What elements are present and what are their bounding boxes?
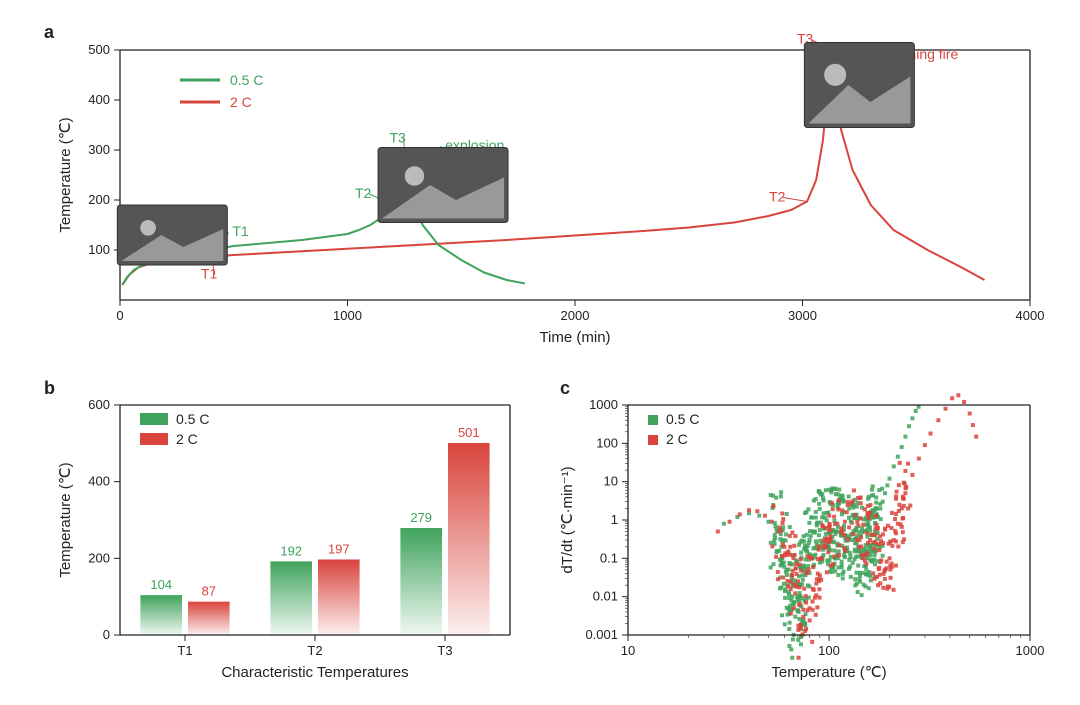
svg-text:Temperature (℃): Temperature (℃) <box>57 462 74 577</box>
svg-text:Characteristic Temperatures: Characteristic Temperatures <box>221 664 408 681</box>
photo-cells_left <box>117 205 227 265</box>
photo-explosion_photo <box>378 148 508 223</box>
svg-text:10: 10 <box>604 474 618 489</box>
svg-text:0.1: 0.1 <box>600 550 618 565</box>
svg-text:2 C: 2 C <box>230 94 252 110</box>
svg-text:1: 1 <box>611 512 618 527</box>
svg-text:T2: T2 <box>355 185 372 201</box>
svg-text:104: 104 <box>150 577 172 592</box>
svg-text:400: 400 <box>88 474 110 489</box>
svg-text:2 C: 2 C <box>666 431 688 447</box>
svg-text:dT/dt (℃·min⁻¹): dT/dt (℃·min⁻¹) <box>559 466 576 573</box>
svg-text:300: 300 <box>88 142 110 157</box>
panel-a-chart: 0 1000 2000 3000 4000 100 200 300 400 500 Time (mi… <box>50 30 1050 360</box>
svg-text:Temperature (℃): Temperature (℃) <box>57 117 74 232</box>
photo-fire_photo <box>804 43 914 128</box>
svg-text:1000: 1000 <box>589 397 618 412</box>
svg-text:T3: T3 <box>437 643 452 658</box>
svg-text:3000: 3000 <box>788 308 817 323</box>
svg-text:87: 87 <box>202 584 216 599</box>
svg-text:100: 100 <box>818 643 840 658</box>
svg-text:2000: 2000 <box>561 308 590 323</box>
svg-text:T1: T1 <box>232 223 249 239</box>
svg-text:2 C: 2 C <box>176 431 198 447</box>
svg-text:Temperature (℃): Temperature (℃) <box>771 664 886 681</box>
svg-text:192: 192 <box>280 543 302 558</box>
svg-text:600: 600 <box>88 397 110 412</box>
svg-text:10: 10 <box>621 643 635 658</box>
svg-text:200: 200 <box>88 192 110 207</box>
svg-text:1000: 1000 <box>333 308 362 323</box>
svg-text:0: 0 <box>116 308 123 323</box>
svg-text:0.5 C: 0.5 C <box>230 72 263 88</box>
svg-text:400: 400 <box>88 92 110 107</box>
panel-b-chart: 104 192 279 87 197 501 0 200 400 600 T1 T2 T3 Charac… <box>50 380 530 690</box>
svg-text:T1: T1 <box>177 643 192 658</box>
svg-text:0.001: 0.001 <box>585 627 618 642</box>
svg-text:197: 197 <box>328 541 350 556</box>
svg-text:T2: T2 <box>307 643 322 658</box>
svg-text:0.5 C: 0.5 C <box>666 411 699 427</box>
svg-text:Time (min): Time (min) <box>539 329 610 346</box>
svg-text:0.5 C: 0.5 C <box>176 411 209 427</box>
svg-text:501: 501 <box>458 425 480 440</box>
svg-text:4000: 4000 <box>1016 308 1045 323</box>
svg-text:100: 100 <box>88 242 110 257</box>
svg-text:T2: T2 <box>769 189 786 205</box>
svg-text:0: 0 <box>103 627 110 642</box>
svg-text:500: 500 <box>88 42 110 57</box>
svg-text:200: 200 <box>88 550 110 565</box>
svg-text:100: 100 <box>596 435 618 450</box>
svg-text:0.01: 0.01 <box>593 589 618 604</box>
svg-text:1000: 1000 <box>1016 643 1045 658</box>
panel-c-chart: 10 100 1000 0.001 0.01 0.1 1 10 100 1000 Temperatu… <box>550 380 1050 690</box>
svg-text:279: 279 <box>410 510 432 525</box>
